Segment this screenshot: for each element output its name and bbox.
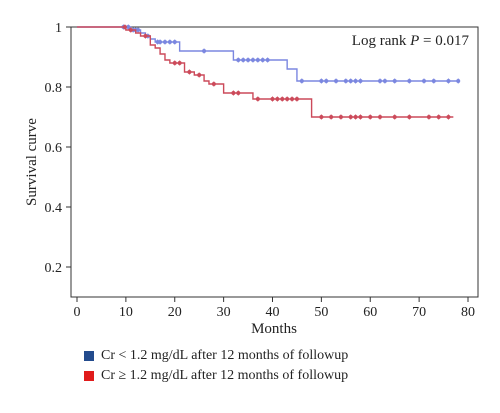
series-line-red	[77, 26, 454, 118]
x-tick-label: 50	[314, 305, 328, 320]
censor-point-blue	[260, 58, 265, 62]
censor-point-blue	[382, 79, 387, 83]
censor-point-red	[128, 28, 133, 32]
censor-point-red	[177, 61, 182, 65]
y-axis: 0.2 0.4 0.6 0.8 1	[45, 21, 71, 276]
censor-point-blue	[136, 28, 141, 32]
censor-point-blue	[236, 58, 241, 62]
legend-swatch-red	[84, 371, 94, 381]
y-axis-label: Survival curve	[24, 118, 40, 206]
censor-point-red	[211, 82, 216, 86]
censor-point-blue	[324, 79, 329, 83]
censor-point-red	[378, 115, 383, 119]
censor-point-red	[426, 115, 431, 119]
censor-point-red	[122, 25, 127, 29]
legend-label-red: Cr ≥ 1.2 mg/dL after 12 months of follow…	[101, 368, 349, 383]
censor-point-blue	[378, 79, 383, 83]
censor-point-blue	[348, 79, 353, 83]
censor-point-blue	[319, 79, 324, 83]
censor-point-blue	[202, 49, 207, 53]
x-tick-label: 60	[363, 305, 377, 320]
censor-point-red	[275, 97, 280, 101]
censor-point-red	[319, 115, 324, 119]
x-tick-label: 30	[217, 305, 231, 320]
censor-point-red	[255, 97, 260, 101]
y-tick-label: 0.8	[45, 81, 63, 96]
censor-point-blue	[246, 58, 251, 62]
censor-point-red	[187, 70, 192, 74]
censor-point-blue	[299, 79, 304, 83]
censor-point-blue	[446, 79, 451, 83]
y-tick-label: 0.4	[45, 201, 63, 216]
annotation-variable: P	[409, 33, 419, 49]
x-tick-label: 10	[119, 305, 133, 320]
censor-point-blue	[241, 58, 246, 62]
censor-point-blue	[343, 79, 348, 83]
censor-point-blue	[353, 79, 358, 83]
censor-point-blue	[250, 58, 255, 62]
annotation-suffix: = 0.017	[419, 33, 469, 49]
series-line-blue	[77, 26, 459, 82]
plot-area-frame	[70, 26, 479, 298]
x-tick-label: 40	[266, 305, 280, 320]
series-layer	[77, 24, 461, 120]
censor-point-red	[285, 97, 290, 101]
censor-point-red	[329, 115, 334, 119]
censor-point-red	[236, 91, 241, 95]
censor-point-red	[368, 115, 373, 119]
censor-point-red	[436, 115, 441, 119]
censor-point-blue	[158, 40, 163, 44]
x-tick-label: 80	[461, 305, 475, 320]
censor-point-blue	[167, 40, 172, 44]
censor-point-blue	[407, 79, 412, 83]
log-rank-annotation: Log rank P = 0.017	[352, 33, 470, 49]
censor-point-red	[407, 115, 412, 119]
censor-point-red	[446, 115, 451, 119]
y-tick-label: 0.6	[45, 141, 63, 156]
censor-point-blue	[422, 79, 427, 83]
censor-point-blue	[255, 58, 260, 62]
legend-swatch-blue	[84, 351, 94, 361]
censor-point-red	[231, 91, 236, 95]
censor-point-blue	[162, 40, 167, 44]
x-tick-label: 70	[412, 305, 426, 320]
censor-point-red	[143, 34, 148, 38]
censor-point-blue	[358, 79, 363, 83]
legend-label-blue: Cr < 1.2 mg/dL after 12 months of follow…	[101, 348, 349, 363]
censor-point-red	[392, 115, 397, 119]
censor-point-blue	[456, 79, 461, 83]
censor-point-red	[338, 115, 343, 119]
y-tick-label: 0.2	[45, 261, 63, 276]
censor-point-red	[294, 97, 299, 101]
censor-point-blue	[392, 79, 397, 83]
censor-point-blue	[265, 58, 270, 62]
censor-point-red	[353, 115, 358, 119]
censor-point-blue	[334, 79, 339, 83]
censor-point-blue	[126, 25, 131, 29]
censor-point-red	[280, 97, 285, 101]
censor-point-red	[290, 97, 295, 101]
censor-point-red	[358, 115, 363, 119]
censor-point-red	[172, 61, 177, 65]
legend-item-red: Cr ≥ 1.2 mg/dL after 12 months of follow…	[84, 368, 348, 384]
x-axis-label: Months	[251, 321, 297, 337]
censor-point-red	[348, 115, 353, 119]
censor-point-red	[270, 97, 275, 101]
censor-point-blue	[431, 79, 436, 83]
censor-point-blue	[172, 40, 177, 44]
x-axis: 0 10 20 30 40 50 60 70 80	[74, 297, 475, 320]
censor-point-red	[197, 73, 202, 77]
legend-item-blue: Cr < 1.2 mg/dL after 12 months of follow…	[84, 348, 348, 364]
y-tick-label: 1	[55, 21, 62, 36]
x-tick-label: 20	[168, 305, 182, 320]
x-tick-label: 0	[74, 305, 81, 320]
annotation-prefix: Log rank	[352, 33, 410, 49]
